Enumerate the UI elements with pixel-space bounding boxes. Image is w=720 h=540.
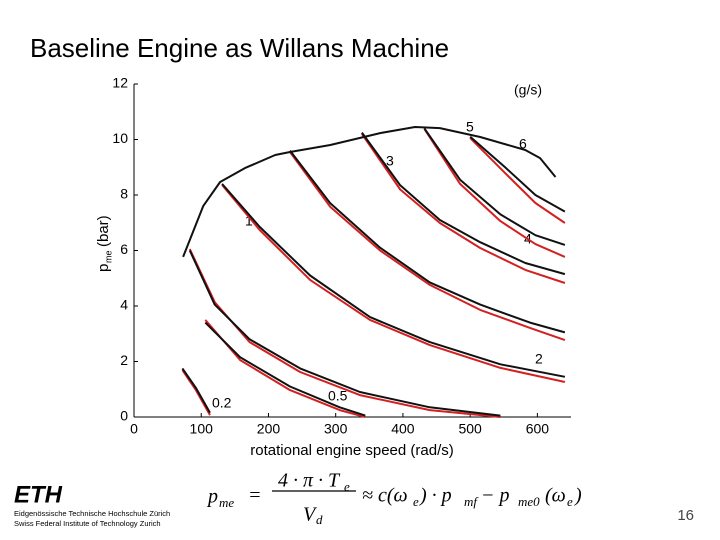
- x-tick-label: 300: [324, 421, 348, 437]
- curve-label: 2: [535, 351, 543, 367]
- series-line: [221, 183, 566, 378]
- series-line: [469, 135, 566, 213]
- units-annotation: (g/s): [514, 82, 542, 98]
- formula-part: me: [219, 495, 234, 510]
- formula-part: e: [344, 479, 350, 494]
- x-tick-label: 600: [526, 421, 550, 437]
- x-tick-label: 100: [190, 421, 214, 437]
- series-line: [423, 127, 566, 246]
- page-number: 16: [677, 507, 694, 524]
- formula-part: me0: [518, 494, 540, 509]
- series-line: [289, 149, 566, 334]
- formula-part: V: [303, 504, 318, 526]
- y-tick-label: 2: [120, 352, 128, 368]
- formula-part: e: [567, 494, 573, 509]
- series-line: [181, 369, 211, 416]
- series-line: [423, 128, 566, 258]
- eth-logo: ETH Eidgenössische Technische Hochschule…: [14, 481, 170, 528]
- formula-part: d: [316, 512, 323, 527]
- formula-part: (ω: [545, 485, 566, 507]
- formula-part: ): [574, 485, 582, 507]
- series-line: [221, 184, 566, 383]
- series-line: [289, 151, 566, 342]
- formula-part: p: [206, 486, 218, 508]
- formula-part: ≈ c(ω: [362, 485, 408, 507]
- series-line: [188, 248, 501, 418]
- y-tick-label: 12: [112, 75, 128, 91]
- series-line: [361, 133, 566, 284]
- curve-label: 1: [245, 213, 253, 229]
- formula-part: e: [413, 494, 419, 509]
- curve-label: 6: [519, 136, 527, 152]
- x-tick-label: 200: [257, 421, 281, 437]
- series-line: [182, 126, 557, 258]
- x-tick-label: 500: [458, 421, 482, 437]
- y-label-sub: me: [103, 250, 113, 263]
- formula-part: mf: [464, 494, 479, 509]
- y-tick-label: 8: [120, 186, 128, 202]
- logo-text: ETH: [14, 481, 63, 508]
- series-line: [188, 250, 501, 417]
- formula-part: − p: [481, 485, 510, 507]
- series-line: [181, 367, 211, 414]
- series-line: [204, 321, 366, 417]
- footer-line: Swiss Federal Institute of Technology Zu…: [14, 519, 161, 528]
- curve-label: 0.2: [212, 395, 232, 411]
- footer-line: Eidgenössische Technische Hochschule Zür…: [14, 509, 170, 518]
- y-label-symbol: p: [95, 264, 112, 272]
- y-label-unit: (bar): [95, 215, 112, 247]
- series-line: [469, 137, 566, 224]
- formula-part: 4 · π · T: [278, 470, 341, 492]
- y-tick-label: 4: [120, 297, 128, 313]
- series-line: [361, 132, 566, 276]
- x-tick-label: 400: [391, 421, 415, 437]
- slide-title: Baseline Engine as Willans Machine: [30, 33, 449, 63]
- curve-label: 3: [386, 153, 394, 169]
- y-axis-label: p me (bar): [95, 215, 113, 272]
- y-tick-label: 0: [120, 408, 128, 424]
- x-tick-label: 0: [130, 421, 138, 437]
- formula-part: ) · p: [419, 485, 452, 507]
- formula-part: =: [248, 485, 262, 507]
- y-tick-label: 6: [120, 241, 128, 257]
- curve-label: 0.5: [328, 388, 348, 404]
- y-tick-label: 10: [112, 130, 128, 146]
- curve-label: 5: [466, 119, 474, 135]
- x-axis-label: rotational engine speed (rad/s): [250, 442, 453, 459]
